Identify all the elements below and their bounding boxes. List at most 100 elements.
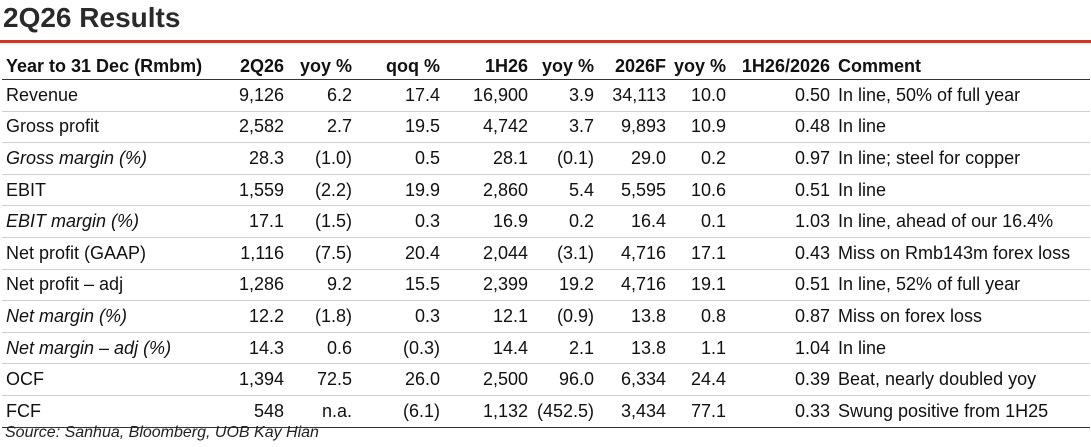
value-cell: (0.1) <box>556 147 594 168</box>
value-cell: 16.4 <box>630 211 666 232</box>
value-cell: 16.9 <box>492 211 528 232</box>
value-cell: 2,399 <box>482 274 528 295</box>
results-table: Year to 31 Dec (Rmbm) 2Q26 yoy % qoq % 1… <box>2 53 1090 428</box>
header-cell: Comment <box>834 53 1090 80</box>
value-cell: 0.3 <box>414 305 440 326</box>
value-cell: 0.87 <box>794 305 830 326</box>
value-cell: 1,132 <box>482 400 528 421</box>
header-cell: 2026F <box>598 53 670 80</box>
value-cell: 3.9 <box>568 84 594 105</box>
row-label: Gross margin (%) <box>6 147 148 168</box>
value-cell: 34,113 <box>612 84 666 105</box>
comment-cell: Swung positive from 1H25 <box>838 400 1049 421</box>
comment-cell: Miss on Rmb143m forex loss <box>838 242 1071 263</box>
value-cell: (2.2) <box>314 179 352 200</box>
value-cell: 0.39 <box>794 369 830 390</box>
value-cell: 1,394 <box>238 369 284 390</box>
value-cell: 24.4 <box>690 369 726 390</box>
value-cell: 19.2 <box>558 274 594 295</box>
value-cell: 0.8 <box>700 305 726 326</box>
header-cell: 1H26 <box>444 53 532 80</box>
value-cell: (6.1) <box>402 400 440 421</box>
value-cell: 2,860 <box>482 179 528 200</box>
table-row: EBIT 1,559 (2.2) 19.9 2,860 5.4 5,595 10.6 0.51 I… <box>2 174 1090 206</box>
table-row: Net profit (GAAP) 1,116 (7.5) 20.4 2,044 (3.1… <box>2 237 1090 270</box>
row-label: Gross profit <box>6 116 100 137</box>
value-cell: 16,900 <box>472 84 528 105</box>
value-cell: 72.5 <box>316 369 352 390</box>
comment-cell: In line, 50% of full year <box>838 84 1021 105</box>
row-label: Net margin – adj (%) <box>6 337 172 358</box>
value-cell: (3.1) <box>556 242 594 263</box>
value-cell: 0.5 <box>414 147 440 168</box>
table-row: Revenue 9,126 6.2 17.4 16,900 3.9 34,113 10.0 0.… <box>2 80 1090 112</box>
value-cell: 96.0 <box>558 369 594 390</box>
table-row: OCF 1,394 72.5 26.0 2,500 96.0 6,334 24.4 0.39 Be… <box>2 364 1090 396</box>
value-cell: 1.1 <box>700 337 726 358</box>
value-cell: 9,893 <box>620 116 666 137</box>
comment-cell: In line <box>838 116 887 137</box>
table-row: FCF 548 n.a. (6.1) 1,132 (452.5) 3,434 77.1 0.33… <box>2 395 1090 428</box>
value-cell: 5.4 <box>568 179 594 200</box>
value-cell: 2.1 <box>568 337 594 358</box>
value-cell: 548 <box>253 400 284 421</box>
value-cell: 10.0 <box>690 84 726 105</box>
value-cell: 9.2 <box>326 274 352 295</box>
value-cell: 14.4 <box>492 337 528 358</box>
value-cell: 15.5 <box>404 274 440 295</box>
value-cell: 0.1 <box>700 211 726 232</box>
value-cell: 77.1 <box>690 400 726 421</box>
value-cell: 19.5 <box>404 116 440 137</box>
value-cell: 0.2 <box>568 211 594 232</box>
row-label: Net profit – adj <box>6 274 124 295</box>
value-cell: 4,742 <box>482 116 528 137</box>
comment-cell: Beat, nearly doubled yoy <box>838 369 1037 390</box>
table-row: Net margin – adj (%) 14.3 0.6 (0.3) 14.4 2.1 1… <box>2 332 1090 364</box>
row-label: FCF <box>6 400 41 421</box>
value-cell: (452.5) <box>536 400 594 421</box>
comment-cell: In line, ahead of our 16.4% <box>838 211 1054 232</box>
value-cell: (1.0) <box>314 147 352 168</box>
value-cell: 1,559 <box>238 179 284 200</box>
title-divider <box>0 40 1091 43</box>
comment-cell: In line <box>838 179 887 200</box>
value-cell: 9,126 <box>238 84 284 105</box>
value-cell: 0.97 <box>794 147 830 168</box>
header-cell: 1H26/2026 <box>730 53 834 80</box>
value-cell: 1.03 <box>794 211 830 232</box>
source-note: Source: Sanhua, Bloomberg, UOB Kay Hian <box>5 424 319 441</box>
comment-cell: Miss on forex loss <box>838 305 983 326</box>
header-cell: yoy % <box>288 53 356 80</box>
row-label: OCF <box>6 369 44 390</box>
value-cell: 5,595 <box>620 179 666 200</box>
table-row: Net margin (%) 12.2 (1.8) 0.3 12.1 (0.9) 13.8 0… <box>2 301 1090 333</box>
row-label: Revenue <box>6 84 79 105</box>
page-title: 2Q26 Results <box>3 2 181 33</box>
value-cell: 2,044 <box>482 242 528 263</box>
value-cell: 2.7 <box>326 116 352 137</box>
value-cell: 19.9 <box>404 179 440 200</box>
row-label: EBIT <box>6 179 47 200</box>
value-cell: 0.3 <box>414 211 440 232</box>
value-cell: 12.2 <box>248 305 284 326</box>
value-cell: 13.8 <box>630 305 666 326</box>
value-cell: 0.51 <box>794 179 830 200</box>
value-cell: 0.43 <box>794 242 830 263</box>
header-cell: qoq % <box>356 53 444 80</box>
value-cell: 6,334 <box>620 369 666 390</box>
value-cell: 1.04 <box>794 337 830 358</box>
value-cell: 2,582 <box>238 116 284 137</box>
value-cell: 0.2 <box>700 147 726 168</box>
value-cell: 0.33 <box>794 400 830 421</box>
table-row: Gross margin (%) 28.3 (1.0) 0.5 28.1 (0.1) 29.… <box>2 143 1090 175</box>
value-cell: 17.1 <box>690 242 726 263</box>
value-cell: 0.50 <box>794 84 830 105</box>
value-cell: (1.5) <box>314 211 352 232</box>
value-cell: 29.0 <box>630 147 666 168</box>
row-label: Net profit (GAAP) <box>6 242 147 263</box>
table-row: Net profit – adj 1,286 9.2 15.5 2,399 19.2 4,7… <box>2 269 1090 301</box>
value-cell: 4,716 <box>620 242 666 263</box>
value-cell: 14.3 <box>248 337 284 358</box>
table-row: EBIT margin (%) 17.1 (1.5) 0.3 16.9 0.2 16.4 0.… <box>2 206 1090 238</box>
row-label: EBIT margin (%) <box>6 211 140 232</box>
